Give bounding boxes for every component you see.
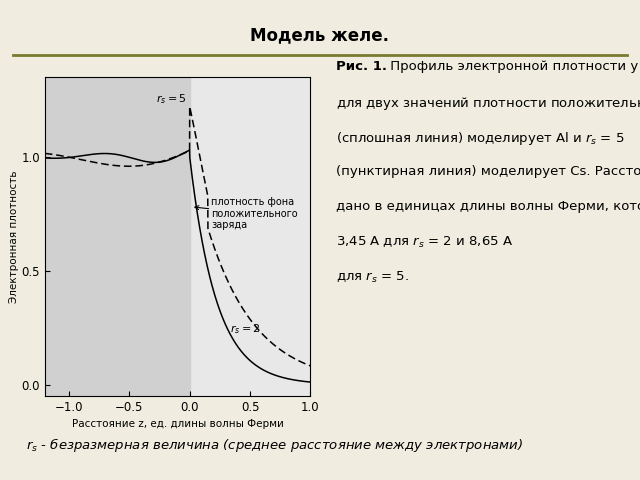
Text: дано в единицах длины волны Ферми, которая равна: дано в единицах длины волны Ферми, котор… xyxy=(336,200,640,213)
Text: для $r_s$ = 5.: для $r_s$ = 5. xyxy=(336,270,409,285)
Text: Модель желе.: Модель желе. xyxy=(250,26,390,45)
Text: Рис. 1.: Рис. 1. xyxy=(336,60,387,73)
Text: Профиль электронной плотности у поверхности в модели желе: Профиль электронной плотности у поверхно… xyxy=(386,60,640,73)
Text: $r_s = 2$: $r_s = 2$ xyxy=(230,322,260,336)
Y-axis label: Электронная плотность: Электронная плотность xyxy=(8,170,19,303)
Text: (пунктирная линия) моделирует Cs. Расстояние: (пунктирная линия) моделирует Cs. Рассто… xyxy=(336,165,640,178)
Text: $r_s = 5$: $r_s = 5$ xyxy=(156,92,186,106)
Text: (сплошная линия) моделирует Al и $r_s$ = 5: (сплошная линия) моделирует Al и $r_s$ =… xyxy=(336,130,625,147)
Text: $r_s$ - безразмерная величина (среднее расстояние между электронами): $r_s$ - безразмерная величина (среднее р… xyxy=(26,436,523,454)
Text: 3,45 А для $r_s$ = 2 и 8,65 А: 3,45 А для $r_s$ = 2 и 8,65 А xyxy=(336,235,513,250)
Text: для двух значений плотности положительного фона: $r_s$ = 2: для двух значений плотности положительно… xyxy=(336,95,640,112)
Bar xyxy=(45,77,189,396)
Text: плотность фона
положительного
заряда: плотность фона положительного заряда xyxy=(195,197,298,230)
X-axis label: Расстояние z, ед. длины волны Ферми: Расстояние z, ед. длины волны Ферми xyxy=(72,420,284,430)
